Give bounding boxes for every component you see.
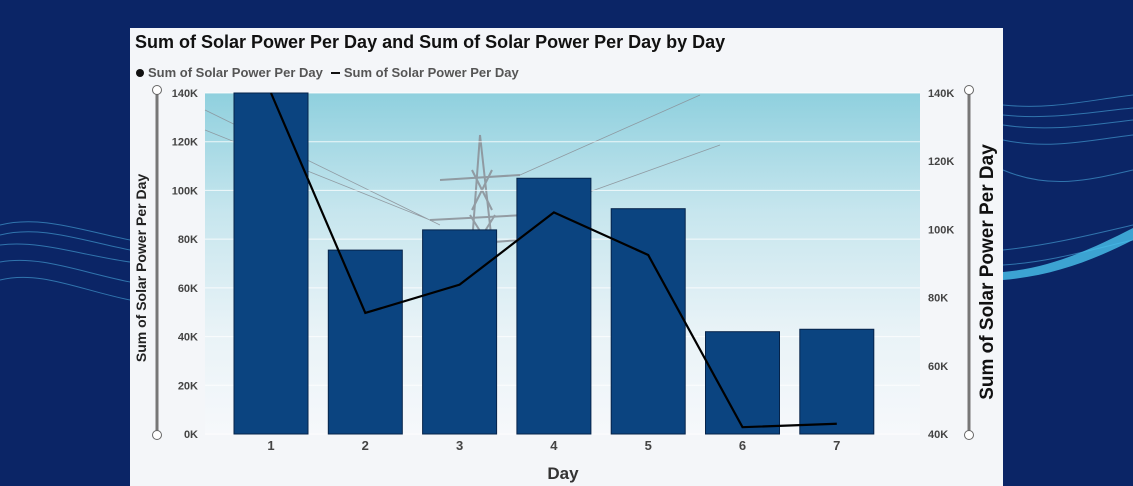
y-right-tick-label: 140K	[928, 88, 954, 100]
y-left-tick-label: 40K	[178, 332, 198, 344]
bar-day-1[interactable]	[233, 92, 309, 435]
y-left-tick-label: 60K	[178, 283, 198, 295]
x-tick-label: 2	[362, 438, 369, 453]
y-axis-right-label: Sum of Solar Power Per Day	[977, 144, 998, 400]
x-tick-label: 1	[267, 438, 274, 453]
y-right-tick-label: 100K	[928, 224, 954, 236]
x-tick-label: 6	[739, 438, 746, 453]
x-tick-label: 7	[833, 438, 840, 453]
bar-day-2[interactable]	[327, 249, 403, 435]
y-left-tick-label: 100K	[172, 185, 198, 197]
x-axis-ticks: 1 2 3 4 5 6 7	[267, 438, 840, 453]
bar-day-7[interactable]	[799, 328, 875, 435]
line-series	[269, 92, 837, 429]
left-axis-slider-handle-top[interactable]	[152, 85, 162, 95]
legend-marker-line	[330, 71, 340, 74]
legend-item-bars[interactable]: Sum of Solar Power Per Day	[148, 65, 323, 80]
x-tick-label: 4	[550, 438, 558, 453]
y-left-tick-label: 120K	[172, 137, 198, 149]
right-axis-slider-handle-bottom[interactable]	[964, 430, 974, 440]
y-left-tick-label: 20K	[178, 380, 198, 392]
chart-legend: Sum of Solar Power Per Day Sum of Solar …	[136, 65, 519, 80]
bar-day-5[interactable]	[610, 208, 686, 435]
y-right-tick-label: 80K	[928, 293, 948, 305]
right-axis-slider-handle-top[interactable]	[964, 85, 974, 95]
left-axis-slider-handle-bottom[interactable]	[152, 430, 162, 440]
x-tick-label: 3	[456, 438, 463, 453]
y-right-tick-label: 40K	[928, 429, 948, 441]
right-axis-ticks: 40K 60K 80K 100K 120K 140K	[928, 88, 954, 441]
x-tick-label: 5	[645, 438, 652, 453]
left-axis-ticks: 0K 20K 40K 60K 80K 100K 120K 140K	[172, 88, 198, 441]
bar-day-6[interactable]	[705, 331, 780, 435]
y-left-tick-label: 0K	[184, 429, 198, 441]
y-left-tick-label: 140K	[172, 88, 198, 100]
bar-day-4[interactable]	[516, 177, 592, 435]
legend-marker-dot	[136, 68, 144, 77]
x-axis-label: Day	[547, 464, 579, 483]
y-right-tick-label: 60K	[928, 361, 948, 373]
y-axis-left-label: Sum of Solar Power Per Day	[133, 174, 149, 362]
y-left-tick-label: 80K	[178, 234, 198, 246]
legend-item-line[interactable]: Sum of Solar Power Per Day	[343, 65, 519, 80]
y-right-tick-label: 120K	[928, 156, 954, 168]
chart-title: Sum of Solar Power Per Day and Sum of So…	[135, 32, 726, 52]
bar-day-3[interactable]	[422, 229, 498, 435]
bars	[233, 92, 875, 435]
